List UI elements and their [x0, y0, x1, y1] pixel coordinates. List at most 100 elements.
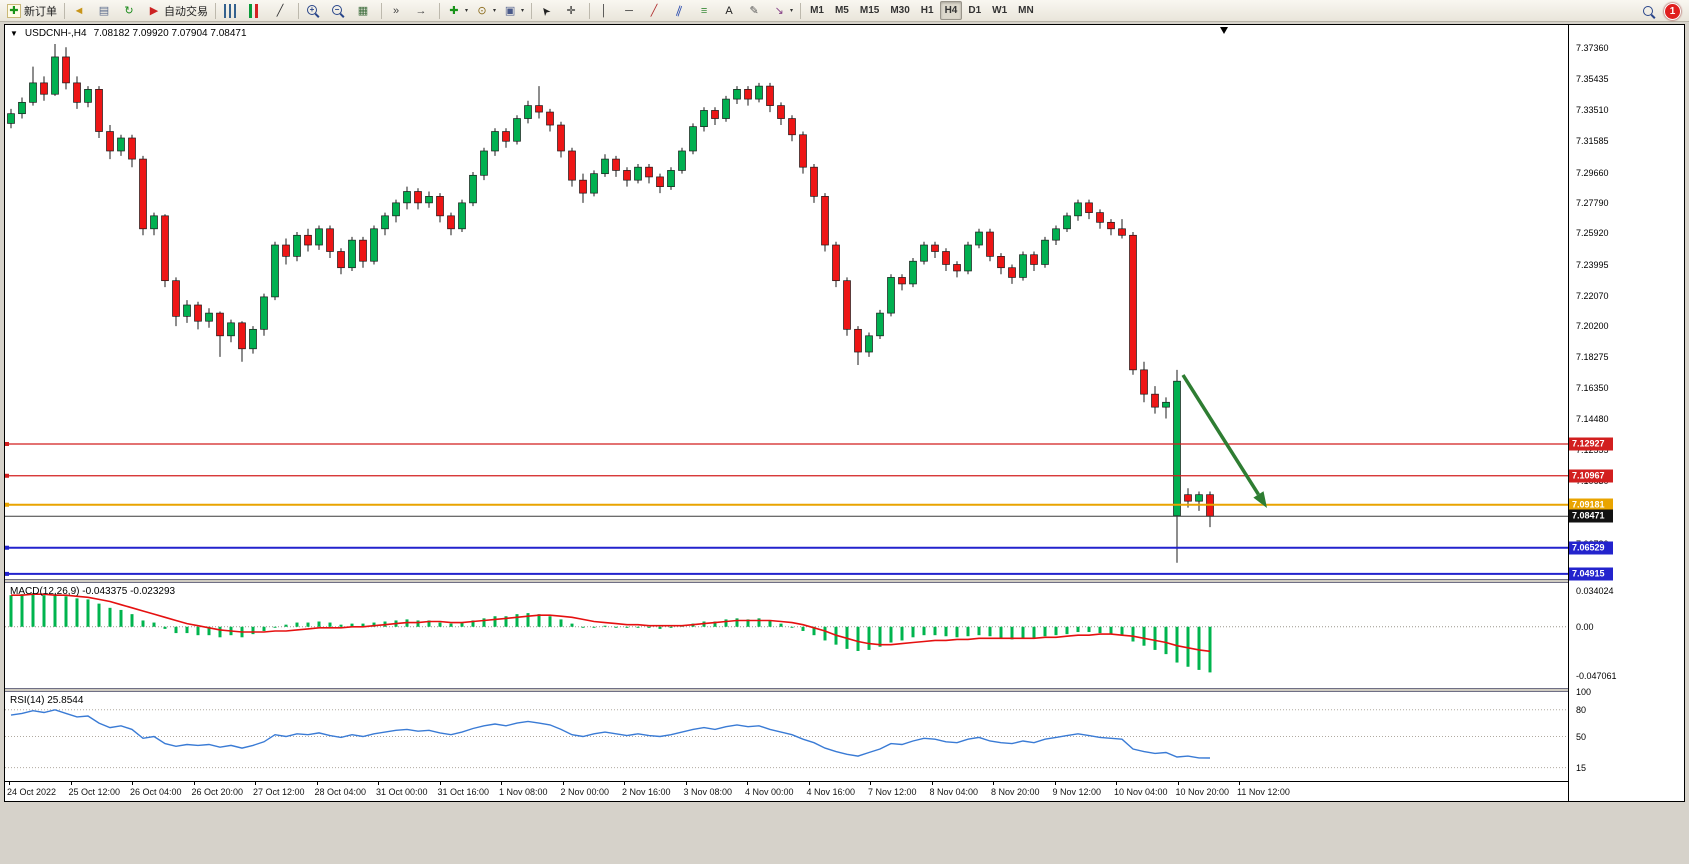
timeframe-M15[interactable]: M15 [859, 5, 880, 16]
candlestick-series [7, 43, 1214, 563]
timeframe-H4[interactable]: H4 [939, 1, 963, 20]
bar-chart-button[interactable] [220, 1, 244, 21]
line-handle[interactable] [5, 545, 9, 550]
candlestick-chart-canvas[interactable] [5, 25, 1568, 579]
price-axis-label: 7.27790 [1576, 198, 1609, 209]
cursor-button-icon: ➤ [538, 3, 554, 18]
macd-pane[interactable]: MACD(12,26,9) -0.043375 -0.023293 [5, 583, 1568, 688]
shapes-button[interactable]: ↘ ▾ [769, 1, 796, 21]
indicators-button-icon: ✚ [449, 4, 459, 17]
macd-chart-canvas[interactable] [5, 583, 1568, 688]
line-handle[interactable] [5, 571, 9, 576]
chart-shift-button[interactable]: » [386, 1, 410, 21]
vertical-line-button-icon: │ [600, 4, 608, 17]
templates-button[interactable]: ▣ ▾ [500, 1, 527, 21]
time-axis[interactable]: 24 Oct 2022 25 Oct 12:00 26 Oct 04:00 26 Oc… [5, 781, 1684, 801]
indicators-button[interactable]: ✚ ▾ [444, 1, 471, 21]
chart-shift-button-icon: » [392, 4, 400, 17]
macd-axis-label: 0.034024 [1576, 585, 1614, 596]
price-tag: 7.08471 [1569, 509, 1613, 523]
price-axis-label: 7.16350 [1576, 383, 1609, 394]
main-chart-pane[interactable]: ▼ USDCNH-,H4 7.08182 7.09920 7.07904 7.0… [5, 25, 1568, 579]
line-chart-button[interactable]: ╱ [270, 1, 294, 21]
tile-windows-button-icon: ▦ [357, 4, 369, 17]
autotrading-button[interactable]: ▶ 自动交易 [144, 1, 211, 21]
time-axis-label: 24 Oct 2022 [7, 787, 57, 797]
candlestick-chart-icon [248, 3, 262, 18]
price-axis-label: 7.18275 [1576, 352, 1609, 363]
periods-button[interactable]: ⊙ ▾ [472, 1, 499, 21]
time-tick [685, 782, 687, 785]
time-axis-label: 4 Nov 00:00 [745, 787, 794, 797]
time-axis-label: 25 Oct 12:00 [68, 787, 121, 797]
search-icon[interactable] [1642, 5, 1656, 19]
candle-chart-button[interactable] [245, 1, 269, 21]
time-tick [193, 782, 195, 785]
time-axis-label: 27 Oct 12:00 [253, 787, 305, 797]
shapes-button-icon: ↘ [774, 4, 784, 17]
crosshair-button[interactable]: ✛ [561, 1, 585, 21]
timeframe-H1[interactable]: H1 [920, 5, 934, 16]
horizontal-line-button[interactable]: ─ [619, 1, 643, 21]
text-button-icon: A [725, 4, 733, 17]
toolbar-separator [64, 2, 65, 19]
pane-separator[interactable] [5, 579, 1684, 583]
dropdown-caret-icon: ▾ [493, 8, 497, 14]
timeframe-MN[interactable]: MN [1018, 5, 1034, 16]
rsi-pane[interactable]: RSI(14) 25.8544 [5, 692, 1568, 781]
line-handle[interactable] [5, 441, 9, 446]
line-handle[interactable] [5, 502, 9, 507]
timeframe-M30[interactable]: M30 [890, 5, 910, 16]
trendline-button[interactable]: ╱ [644, 1, 668, 21]
price-axis-label: 7.14480 [1576, 413, 1609, 424]
alerts-button[interactable]: ◄ [69, 1, 93, 21]
crosshair-button-icon: ✛ [566, 4, 576, 17]
time-axis-label: 31 Oct 16:00 [437, 787, 490, 797]
arrow-head[interactable] [1253, 491, 1267, 508]
time-tick [624, 782, 625, 785]
fibonacci-button-icon: ≡ [700, 4, 708, 17]
price-axis-label: 7.20200 [1576, 321, 1609, 332]
rsi-axis-label: 100 [1576, 687, 1592, 697]
time-axis-label: 26 Oct 20:00 [191, 787, 244, 797]
line-handle[interactable] [5, 473, 9, 478]
cursor-button[interactable]: ➤ [536, 1, 560, 21]
price-axis[interactable]: 7.37360 7.35435 7.33510 7.31585 7.29660 7.277… [1568, 25, 1684, 801]
autotrading-button-label: 自动交易 [164, 5, 208, 18]
refresh-button[interactable]: ↻ [119, 1, 143, 21]
bar-chart-icon [224, 3, 238, 18]
text-button[interactable]: A [719, 1, 743, 21]
fibonacci-button[interactable]: ≡ [694, 1, 718, 21]
rsi-axis-label: 50 [1576, 731, 1587, 742]
price-axis-label: 7.29660 [1576, 167, 1609, 178]
channel-button[interactable]: ∥ [669, 1, 693, 21]
notification-badge[interactable]: 1 [1664, 3, 1681, 20]
dropdown-caret-icon: ▾ [521, 8, 525, 14]
expand-triangle-icon[interactable]: ▼ [10, 29, 18, 38]
macd-axis-label: -0.047061 [1576, 671, 1617, 682]
timeframe-D1[interactable]: D1 [968, 5, 982, 16]
timeframe-W1[interactable]: W1 [992, 5, 1008, 16]
label-button[interactable]: ✎ [744, 1, 768, 21]
toolbar-separator [800, 2, 802, 19]
market-watch-button[interactable]: ▤ [94, 1, 118, 21]
toolbar-separator [215, 2, 216, 19]
vertical-line-button[interactable]: │ [594, 1, 618, 21]
auto-scroll-button[interactable]: → [411, 1, 435, 21]
rsi-axis-label: 80 [1576, 704, 1587, 715]
zoom-out-button[interactable]: − [328, 1, 352, 21]
pane-separator[interactable] [5, 688, 1684, 692]
time-axis-label: 8 Nov 04:00 [929, 787, 979, 797]
timeframe-M1[interactable]: M1 [810, 5, 824, 16]
time-axis-label: 2 Nov 00:00 [560, 787, 610, 797]
time-tick [439, 782, 441, 785]
time-axis-label: 7 Nov 12:00 [868, 787, 917, 797]
scroll-end-marker-icon[interactable] [1220, 27, 1228, 34]
alerts-button-icon: ◄ [73, 4, 85, 17]
arrow-object[interactable] [1181, 374, 1260, 496]
tile-windows-button[interactable]: ▦ [353, 1, 377, 21]
timeframe-M5[interactable]: M5 [834, 5, 849, 16]
new-order-button[interactable]: ✚ 新订单 [4, 1, 60, 21]
rsi-chart-canvas[interactable] [5, 692, 1568, 781]
zoom-in-button[interactable]: + [303, 1, 327, 21]
